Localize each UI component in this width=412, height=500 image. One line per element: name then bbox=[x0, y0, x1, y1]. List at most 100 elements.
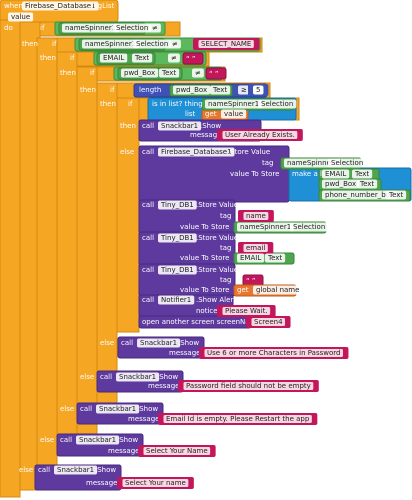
block-label: message bbox=[169, 349, 200, 357]
field-box bbox=[162, 414, 313, 424]
field-box bbox=[159, 68, 180, 78]
quote-mark: “ ” bbox=[186, 55, 195, 63]
block-label: else bbox=[40, 436, 54, 444]
block-label: message bbox=[128, 415, 159, 423]
block-label: value To Store bbox=[230, 170, 279, 178]
field: Selection bbox=[328, 158, 367, 168]
field: nameSpinner1 bbox=[237, 222, 295, 232]
field-text: Selection bbox=[136, 40, 168, 48]
field: Snackbar1 bbox=[54, 465, 98, 475]
field: Snackbar1 bbox=[158, 121, 202, 131]
string-block: Screen4 bbox=[246, 316, 291, 328]
block-label: call bbox=[100, 373, 112, 381]
block-label: when bbox=[4, 2, 23, 10]
field-box bbox=[132, 53, 153, 63]
field-text: User Already Exists. bbox=[225, 131, 295, 139]
field: Text bbox=[357, 179, 378, 189]
field: Selection bbox=[258, 99, 297, 109]
field: pwd_Box bbox=[121, 68, 159, 78]
block-label: get bbox=[205, 110, 217, 118]
block-label: value To Store bbox=[230, 170, 279, 178]
field-box bbox=[158, 121, 202, 131]
field-box bbox=[168, 53, 180, 63]
field-text: Notifier1 bbox=[161, 296, 191, 304]
field-text: ≠ bbox=[195, 69, 201, 77]
field: Text bbox=[210, 85, 231, 95]
block-label: .Store Value bbox=[196, 201, 238, 209]
block-label: if bbox=[110, 86, 115, 94]
field: phone_number_box bbox=[322, 190, 397, 200]
field-text: Text bbox=[359, 180, 374, 188]
block-label: then bbox=[22, 40, 38, 48]
field-box bbox=[76, 435, 120, 445]
block-label: then bbox=[60, 69, 76, 77]
block-label: .Show bbox=[200, 122, 221, 130]
block-label: message bbox=[190, 131, 221, 139]
field-text: Text bbox=[134, 54, 149, 62]
field: Firebase_Database1 bbox=[22, 1, 99, 11]
field-text: Firebase_Database1 bbox=[161, 148, 232, 156]
block-label: message bbox=[108, 447, 139, 455]
block-label: message bbox=[86, 479, 117, 487]
block-label: message bbox=[169, 349, 200, 357]
string-block: User Already Exists. bbox=[217, 129, 303, 141]
field-text: nameSpinner1 bbox=[240, 223, 291, 231]
block-label: tag bbox=[262, 159, 273, 167]
field-text: 5 bbox=[256, 86, 260, 94]
field-box bbox=[265, 253, 286, 263]
field-text: email bbox=[246, 244, 265, 252]
block-label: then bbox=[60, 69, 76, 77]
field-box bbox=[328, 158, 367, 168]
string-block: Select Your Name bbox=[138, 445, 216, 457]
field-box bbox=[158, 233, 197, 243]
block-label: then bbox=[40, 54, 56, 62]
field-text: Text bbox=[212, 86, 227, 94]
field-box bbox=[82, 39, 140, 49]
field: global name bbox=[253, 285, 303, 295]
field: nameSpinner1 bbox=[284, 158, 342, 168]
field-box bbox=[116, 372, 160, 382]
block-label: .Show bbox=[157, 373, 178, 381]
field: ≠ bbox=[169, 39, 181, 49]
field-text: Text bbox=[388, 191, 403, 199]
block-label: then bbox=[100, 100, 116, 108]
field: Text bbox=[132, 53, 153, 63]
field-box bbox=[137, 338, 181, 348]
block-label: open another screen screenName bbox=[142, 318, 261, 326]
field-text: Selection bbox=[331, 159, 363, 167]
field: Snackbar1 bbox=[96, 404, 140, 414]
field: nameSpinner1 bbox=[205, 99, 263, 109]
field-box bbox=[121, 478, 190, 488]
block-label: when bbox=[4, 2, 23, 10]
field-text: Firebase_Database1 bbox=[25, 2, 96, 10]
field-box bbox=[258, 99, 297, 109]
block-label: else bbox=[120, 148, 134, 156]
block-label: call bbox=[100, 373, 112, 381]
field: ≠ bbox=[192, 68, 204, 78]
field-box bbox=[158, 147, 235, 157]
field-text: SELECT_NAME bbox=[201, 40, 251, 48]
field: Tiny_DB1 bbox=[158, 200, 197, 210]
field: Selection bbox=[290, 222, 329, 232]
field-box bbox=[210, 85, 231, 95]
field-text: EMAIL bbox=[240, 254, 261, 262]
field-text: phone_number_box bbox=[325, 191, 394, 199]
if-strip bbox=[36, 37, 58, 471]
field-box bbox=[221, 130, 299, 140]
block-label: call bbox=[142, 122, 154, 130]
field-text: Selection bbox=[293, 223, 325, 231]
field: Snackbar1 bbox=[116, 372, 160, 382]
string-block: Select Your name bbox=[117, 477, 194, 489]
field-text: Select Your Name bbox=[146, 447, 208, 455]
block-label: else bbox=[60, 405, 74, 413]
field-box bbox=[158, 295, 195, 305]
field-text: Email Id is empty. Please Restart the ap… bbox=[166, 415, 310, 423]
field-text: global name bbox=[256, 286, 299, 294]
field-text: value bbox=[11, 13, 30, 21]
block-label: else bbox=[100, 339, 114, 347]
field-text: Snackbar1 bbox=[119, 373, 156, 381]
block-label: call bbox=[80, 405, 92, 413]
field-box bbox=[62, 23, 120, 33]
field-text: ≠ bbox=[171, 54, 177, 62]
block-label: .Show bbox=[137, 405, 158, 413]
